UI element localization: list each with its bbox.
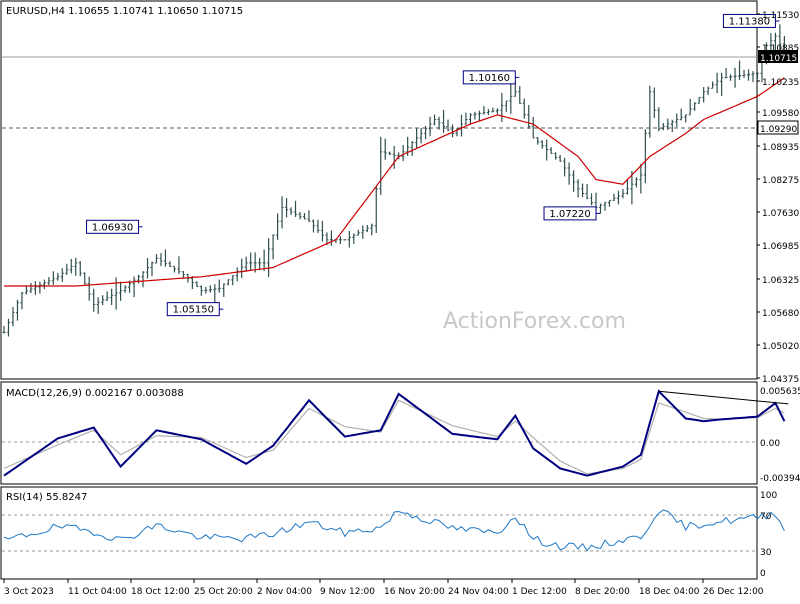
rsi-y-tick-label: 0 — [760, 569, 766, 579]
macd-panel-title: MACD(12,26,9) 0.002167 0.003088 — [6, 388, 184, 399]
support-level-box — [757, 120, 799, 135]
rsi-y-tick-label: 30 — [760, 548, 772, 558]
price-y-tick-label: 1.04375 — [762, 375, 799, 385]
annotation-layer: 1.06930 1.05150 1.10160 1.07220 1.11380 — [86, 13, 780, 317]
price-y-tick-label: 1.05020 — [762, 342, 799, 352]
rsi-panel — [0, 486, 758, 580]
x-tick-label: 25 Oct 20:00 — [194, 587, 253, 597]
current-price-box — [758, 50, 798, 63]
rsi-y-tick-label: 100 — [760, 491, 777, 501]
callout-box — [462, 70, 516, 85]
rsi-panel-title: RSI(14) 55.8247 — [6, 492, 87, 503]
rsi-layer — [3, 509, 785, 552]
moving-average-layer — [4, 77, 785, 287]
price-callout: 1.06930 — [86, 219, 143, 234]
support-level-label: 1.09290 — [760, 125, 797, 135]
macd-y-tick-label: 0.00 — [760, 439, 780, 449]
x-tick-label: 9 Nov 12:00 — [320, 587, 375, 597]
callout-label: 1.06930 — [92, 222, 133, 233]
x-tick-label: 18 Dec 04:00 — [639, 587, 700, 597]
price-y-tick-label: 1.11530 — [762, 11, 799, 21]
price-callout: 1.07220 — [543, 206, 601, 221]
price-y-tick-label: 1.08935 — [762, 143, 799, 153]
price-panel-title: EURUSD,H4 1.10655 1.10741 1.10650 1.1071… — [6, 6, 243, 17]
panel-frames — [0, 0, 758, 580]
x-tick-label: 1 Dec 12:00 — [512, 587, 567, 597]
price-callout: 1.05150 — [166, 302, 224, 317]
x-tick-label: 3 Oct 2023 — [4, 587, 54, 597]
price-y-tick-label: 1.09580 — [762, 109, 799, 119]
x-tick-label: 11 Oct 04:00 — [68, 587, 127, 597]
callout-label: 1.05150 — [173, 305, 214, 316]
x-tick-label: 18 Oct 12:00 — [131, 587, 190, 597]
current-price-label: 1.10715 — [760, 54, 797, 64]
moving-average-line — [4, 77, 785, 287]
callout-box — [86, 219, 140, 234]
rsi-y-tick-label: 70 — [760, 512, 772, 522]
price-y-tick-label: 1.05680 — [762, 309, 799, 319]
macd-layer — [3, 389, 789, 477]
macd-trendline — [658, 390, 789, 405]
macd-signal-line — [3, 399, 785, 475]
price-callout: 1.10160 — [462, 70, 520, 85]
callout-box — [543, 206, 597, 221]
callout-box — [166, 302, 220, 317]
x-tick-label: 8 Dec 20:00 — [575, 587, 630, 597]
price-callout: 1.11380 — [722, 13, 780, 28]
macd-y-tick-label: 0.005635 — [760, 387, 800, 397]
price-y-tick-label: 1.10235 — [762, 78, 799, 88]
price-y-tick-label: 1.06325 — [762, 276, 799, 286]
x-tick-label: 26 Dec 12:00 — [703, 587, 764, 597]
watermark: ActionForex.com — [443, 309, 626, 334]
price-bars — [2, 24, 786, 337]
x-tick-label: 24 Nov 04:00 — [448, 587, 509, 597]
price-y-tick-label: 1.07630 — [762, 209, 799, 219]
macd-line — [3, 389, 786, 477]
price-panel — [0, 0, 758, 380]
callout-box — [722, 13, 776, 28]
price-y-tick-label: 1.06985 — [762, 242, 799, 252]
macd-y-tick-label: -0.003949 — [760, 474, 800, 484]
callout-label: 1.11380 — [729, 16, 770, 27]
macd-panel — [0, 381, 758, 485]
price-y-tick-label: 1.08275 — [762, 176, 799, 186]
price-y-tick-label: 1.10885 — [762, 44, 799, 54]
x-tick-label: 2 Nov 04:00 — [257, 587, 312, 597]
rsi-line — [3, 509, 785, 552]
x-tick-label: 16 Nov 20:00 — [384, 587, 445, 597]
callout-label: 1.07220 — [549, 209, 590, 220]
callout-label: 1.10160 — [469, 73, 510, 84]
